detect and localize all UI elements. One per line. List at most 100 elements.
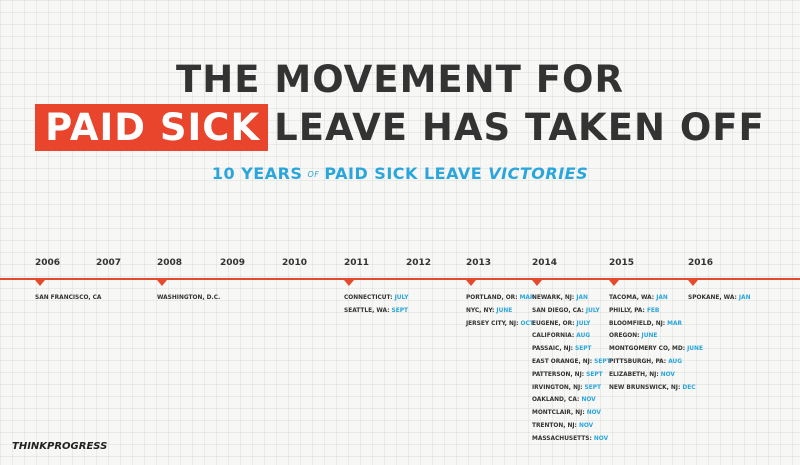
entry-month: FEB — [646, 305, 660, 314]
entry-month: JAN — [656, 293, 668, 301]
subtitle-of: OF — [307, 170, 320, 179]
victory-entry: EUGENE, OR: JULY — [532, 317, 611, 330]
entry-place: PATTERSON, NJ: — [532, 369, 585, 378]
entry-place: TACOMA, WA: — [609, 293, 655, 301]
entry-month: JUNE — [641, 331, 658, 340]
victory-entry: BLOOMFIELD, NJ: MAR — [609, 317, 703, 330]
entry-month: SEPT — [391, 305, 409, 314]
victory-entry: PITTSBURGH, PA: AUG — [609, 355, 703, 368]
entry-month: JULY — [576, 318, 591, 327]
year-label: 2014 — [532, 258, 558, 268]
entry-month: NOV — [593, 433, 609, 442]
entry-month: SEPT — [575, 344, 592, 353]
victory-entry: NEWARK, NJ: JAN — [532, 291, 611, 304]
entry-place: NYC, NY: — [466, 305, 495, 314]
year-label: 2007 — [96, 258, 122, 268]
subtitle-main: PAID SICK LEAVE — [324, 164, 483, 183]
subtitle-end: VICTORIES — [488, 164, 589, 183]
entry-month: SEPT — [586, 369, 603, 378]
title-line-2: PAID SICK LEAVE HAS TAKEN OFF — [0, 104, 800, 151]
entry-month: MAR — [519, 293, 535, 301]
year-label: 2015 — [609, 258, 635, 268]
victory-entry: NYC, NY: JUNE — [466, 304, 534, 317]
year-label: 2011 — [344, 258, 370, 268]
victory-list: PORTLAND, OR: MAR NYC, NY: JUNE JERSEY CIT… — [466, 291, 534, 329]
victory-list: CONNECTICUT: JULY SEATTLE, WA: SEPT — [344, 291, 408, 317]
entry-month: JUNE — [687, 344, 703, 353]
victory-entry: PHILLY, PA: FEB — [609, 304, 703, 317]
victory-entry: PORTLAND, OR: MAR — [466, 291, 534, 304]
entry-month: JULY — [585, 305, 600, 314]
subtitle-lead: 10 YEARS — [211, 164, 303, 183]
entry-month: JULY — [394, 293, 409, 301]
entry-place: OREGON: — [609, 331, 640, 340]
entry-place: MONTCLAIR, NJ: — [532, 408, 585, 417]
entry-place: PASSAIC, NJ: — [532, 344, 573, 353]
victory-entry: WASHINGTON, D.C. — [157, 291, 220, 304]
victory-entry: PASSAIC, NJ: SEPT — [532, 342, 611, 355]
title-highlight: PAID SICK — [35, 104, 269, 151]
victory-entry: TRENTON, NJ: NOV — [532, 419, 611, 432]
entry-month: MAR — [667, 318, 683, 327]
year-marker — [532, 280, 542, 286]
victory-list: SPOKANE, WA: JAN — [688, 291, 750, 304]
entry-place: MASSACHUSETTS: — [532, 433, 592, 442]
year-label: 2013 — [466, 258, 492, 268]
victory-entry: SAN DIEGO, CA: JULY — [532, 304, 611, 317]
entry-place: NEW BRUNSWICK, NJ: — [609, 382, 681, 391]
victory-entry: MONTGOMERY CO, MD: JUNE — [609, 342, 703, 355]
year-marker — [466, 280, 476, 286]
entry-place: PHILLY, PA: — [609, 305, 645, 314]
year-marker — [344, 280, 354, 286]
entry-place: SAN DIEGO, CA: — [532, 305, 584, 314]
entry-month: JUNE — [496, 305, 513, 314]
entry-month: JAN — [738, 293, 751, 301]
title-line-2-rest: LEAVE HAS TAKEN OFF — [274, 106, 765, 149]
entry-month: NOV — [660, 369, 675, 378]
victory-entry: OREGON: JUNE — [609, 329, 703, 342]
entry-month: NOV — [586, 408, 601, 417]
victory-entry: JERSEY CITY, NJ: OCT — [466, 317, 534, 330]
entry-month: OCT — [520, 318, 534, 327]
victory-entry: CALIFORNIA: AUG — [532, 329, 611, 342]
year-label: 2016 — [688, 258, 714, 268]
entry-month: AUG — [576, 331, 591, 340]
entry-month: AUG — [668, 356, 683, 365]
victory-entry: EAST ORANGE, NJ: SEPT — [532, 355, 611, 368]
entry-month: SEPT — [584, 382, 602, 391]
victory-entry: CONNECTICUT: JULY — [344, 291, 408, 304]
year-marker — [157, 280, 167, 286]
entry-place: EAST ORANGE, NJ: — [532, 356, 593, 365]
victory-list: SAN FRANCISCO, CA — [35, 291, 101, 304]
year-label: 2009 — [220, 258, 246, 268]
entry-place: PITTSBURGH, PA: — [609, 356, 667, 365]
year-marker — [35, 280, 45, 286]
year-label: 2010 — [282, 258, 308, 268]
victory-entry: OAKLAND, CA: NOV — [532, 393, 611, 406]
entry-month: NOV — [581, 395, 596, 404]
title-line-1: THE MOVEMENT FOR — [176, 58, 624, 101]
entry-place: NEWARK, NJ: — [532, 293, 575, 301]
entry-month: SEPT — [594, 356, 611, 365]
victory-entry: MONTCLAIR, NJ: NOV — [532, 406, 611, 419]
entry-place: IRVINGTON, NJ: — [532, 382, 583, 391]
entry-place: MONTGOMERY CO, MD: — [609, 344, 686, 353]
victory-entry: PATTERSON, NJ: SEPT — [532, 368, 611, 381]
entry-place: SAN FRANCISCO, CA — [35, 293, 102, 301]
victory-list: NEWARK, NJ: JAN SAN DIEGO, CA: JULY EUGENE… — [532, 291, 611, 445]
entry-place: SPOKANE, WA: — [688, 293, 737, 301]
entry-place: CONNECTICUT: — [344, 293, 393, 301]
victory-entry: MASSACHUSETTS: NOV — [532, 432, 611, 445]
victory-entry: IRVINGTON, NJ: SEPT — [532, 381, 611, 394]
subtitle: 10 YEARS OF PAID SICK LEAVE VICTORIES — [0, 164, 800, 183]
entry-place: JERSEY CITY, NJ: — [466, 318, 519, 327]
entry-place: ELIZABETH, NJ: — [609, 369, 659, 378]
victory-list: WASHINGTON, D.C. — [157, 291, 220, 304]
entry-place: SEATTLE, WA: — [344, 305, 390, 314]
entry-place: OAKLAND, CA: — [532, 395, 580, 404]
entry-place: BLOOMFIELD, NJ: — [609, 318, 666, 327]
timeline-axis — [0, 278, 800, 280]
entry-place: PORTLAND, OR: — [466, 293, 518, 301]
victory-entry: SPOKANE, WA: JAN — [688, 291, 750, 304]
entry-month: DEC — [682, 382, 696, 391]
